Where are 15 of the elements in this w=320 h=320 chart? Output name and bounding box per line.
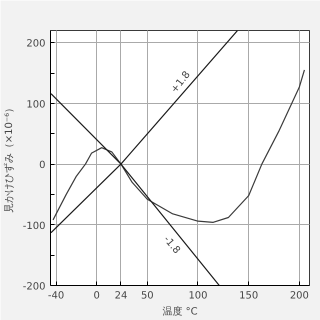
annotation: -1.8 <box>161 234 182 256</box>
x-tick-label: 100 <box>188 290 208 302</box>
x-tick-label: 200 <box>290 290 309 302</box>
x-axis-title: 温度 °C <box>162 306 198 318</box>
y-tick-label: 100 <box>26 99 46 110</box>
y-axis-title: 見かけひずみ（×10⁻⁶） <box>2 102 15 214</box>
y-tick-label: 0 <box>39 160 46 172</box>
y-tick-label: -200 <box>22 282 46 292</box>
x-tick-label: -40 <box>48 290 64 302</box>
x-tick-label: 0 <box>93 290 100 302</box>
x-tick-label: 150 <box>239 290 258 302</box>
y-tick-label: -100 <box>22 220 46 232</box>
x-tick-label: 50 <box>140 290 154 302</box>
y-tick-label: 200 <box>26 38 46 50</box>
x-tick-label: 24 <box>114 290 128 302</box>
